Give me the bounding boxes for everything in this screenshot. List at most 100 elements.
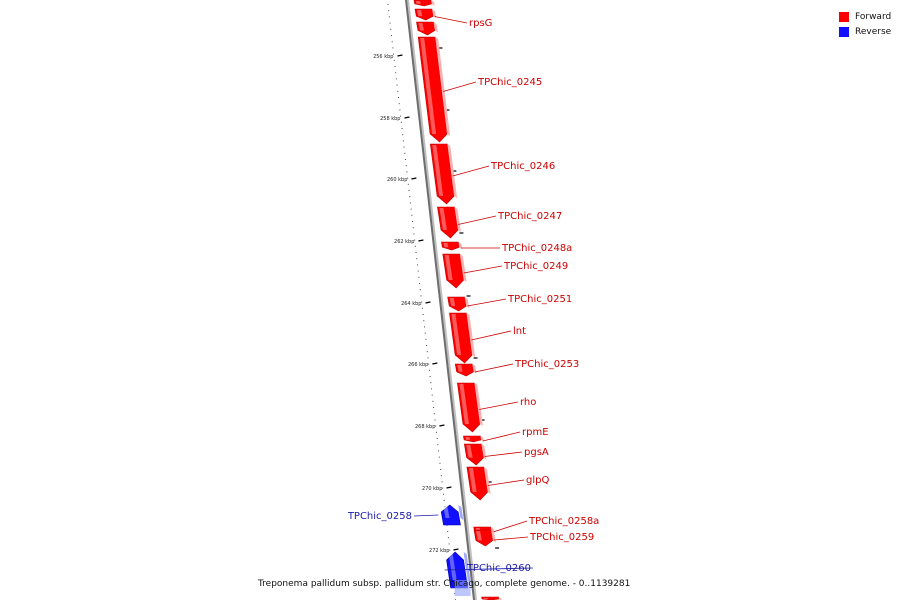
- minor-tick: [412, 221, 414, 222]
- minor-tick: [428, 369, 430, 371]
- gene-label[interactable]: TPChic_0260: [466, 563, 531, 574]
- minor-tick: [387, 4, 389, 5]
- gene-arrow[interactable]: [457, 382, 481, 433]
- gene-label[interactable]: TPChic_0248a: [501, 243, 572, 254]
- gene-arrow[interactable]: [417, 36, 448, 143]
- gene-feature[interactable]: [416, 21, 438, 36]
- gene-feature[interactable]: glpQ: [466, 466, 550, 501]
- gene-label-leader: [413, 514, 439, 517]
- minor-tick: [404, 152, 406, 154]
- gene-label[interactable]: rpmE: [522, 427, 549, 438]
- gene-arrow[interactable]: [440, 504, 461, 526]
- gene-feature[interactable]: rpsG: [414, 8, 492, 29]
- gene-arrow[interactable]: [463, 443, 485, 466]
- minor-tick: [436, 438, 438, 439]
- gene-label[interactable]: TPChic_0249: [503, 261, 568, 272]
- gene-shadow: [459, 254, 467, 282]
- gene-highlight: [465, 437, 471, 440]
- gene-label[interactable]: lnt: [513, 326, 526, 337]
- gene-arrow[interactable]: [481, 596, 500, 600]
- gene-feature[interactable]: rho: [457, 382, 536, 433]
- minor-tick: [414, 245, 416, 247]
- major-tick: [432, 362, 438, 365]
- gene-label-leader: [467, 298, 507, 307]
- gene-arrow[interactable]: [442, 253, 464, 289]
- major-tick: [425, 301, 431, 304]
- gene-highlight: [418, 23, 424, 31]
- gene-label[interactable]: TPChic_0253: [514, 359, 579, 370]
- gene-shadow: [463, 552, 471, 582]
- gene-arrow[interactable]: [473, 529, 494, 547]
- gene-label[interactable]: TPChic_0246: [490, 161, 555, 172]
- gene-feature[interactable]: TPChic_0253: [454, 359, 579, 377]
- gene-feature[interactable]: TPChic_0260: [444, 551, 534, 589]
- gene-shadow: [480, 436, 485, 442]
- gene-arrow[interactable]: [447, 296, 467, 312]
- feature-fade: [454, 580, 471, 596]
- gene-arrow[interactable]: [466, 466, 488, 501]
- gene-feature[interactable]: pgsA: [463, 443, 549, 466]
- gene-label[interactable]: TPChic_0251: [507, 294, 572, 305]
- gene-label[interactable]: TPChic_0245: [477, 77, 542, 88]
- minor-tick: [393, 59, 395, 61]
- gene-label[interactable]: glpQ: [526, 475, 549, 486]
- gene-arrow[interactable]: [449, 312, 473, 364]
- gene-label[interactable]: TPChic_0258: [347, 511, 412, 522]
- minor-tick: [449, 549, 451, 551]
- minor-tick: [442, 493, 444, 495]
- gene-highlight: [443, 243, 449, 248]
- gene-feature[interactable]: TPChic_0249: [442, 253, 568, 289]
- gene-arrow[interactable]: [416, 21, 436, 36]
- gene-shadow: [431, 0, 435, 6]
- gene-label[interactable]: TPChic_0258a: [528, 516, 599, 527]
- gene-feature[interactable]: [481, 596, 502, 600]
- gene-arrow[interactable]: [463, 435, 482, 443]
- minor-tick: [393, 53, 395, 55]
- major-tick: [397, 54, 403, 57]
- minor-tick: [409, 202, 411, 204]
- minor-tick: [403, 146, 405, 148]
- gene-feature[interactable]: TPChic_0258a: [473, 516, 600, 534]
- minor-tick: [408, 190, 410, 191]
- minor-tick: [434, 419, 436, 421]
- gene-feature[interactable]: TPChic_0251: [447, 294, 573, 312]
- minor-tick: [392, 47, 394, 49]
- gene-label[interactable]: TPChic_0247: [497, 211, 562, 222]
- gene-label[interactable]: rho: [520, 397, 536, 408]
- gene-feature[interactable]: TPChic_0245: [417, 36, 542, 143]
- minor-tick: [405, 159, 407, 160]
- gene-arrow[interactable]: [441, 241, 460, 251]
- gene-arrow[interactable]: [437, 206, 459, 239]
- gene-feature[interactable]: TPChic_0247: [437, 206, 562, 239]
- gene-shadow: [490, 527, 495, 533]
- minor-tick: [418, 276, 420, 278]
- minor-tick: [447, 537, 449, 539]
- minor-tick: [389, 22, 391, 24]
- gene-arrow[interactable]: [454, 363, 474, 377]
- gene-feature[interactable]: TPChic_0258: [347, 504, 464, 526]
- gene-shadow: [464, 297, 470, 309]
- gene-feature[interactable]: lnt: [449, 312, 526, 364]
- gene-shadow: [454, 207, 461, 232]
- minor-tick: [447, 531, 449, 532]
- gene-feature[interactable]: TPChic_0246: [429, 143, 555, 205]
- gene-feature[interactable]: rpmE: [463, 427, 549, 443]
- gene-feature[interactable]: [413, 0, 435, 7]
- tick-label: 264 kbp: [401, 301, 421, 307]
- minor-tick: [394, 66, 396, 67]
- gene-feature[interactable]: TPChic_0259: [473, 529, 594, 547]
- gene-label-leader: [458, 215, 497, 225]
- gene-label[interactable]: pgsA: [524, 447, 549, 458]
- minor-tick: [431, 388, 433, 390]
- gene-arrow[interactable]: [414, 8, 434, 21]
- minor-tick: [433, 413, 435, 415]
- gene-arrow[interactable]: [429, 143, 455, 205]
- gene-label-leader: [434, 16, 468, 24]
- gene-arrow[interactable]: [413, 0, 433, 7]
- gene-label[interactable]: TPChic_0259: [529, 532, 594, 543]
- gene-label[interactable]: rpsG: [469, 18, 492, 29]
- minor-tick: [432, 400, 434, 402]
- gene-label-leader: [482, 431, 521, 442]
- minor-tick: [423, 320, 425, 322]
- gene-feature[interactable]: TPChic_0248a: [441, 241, 572, 254]
